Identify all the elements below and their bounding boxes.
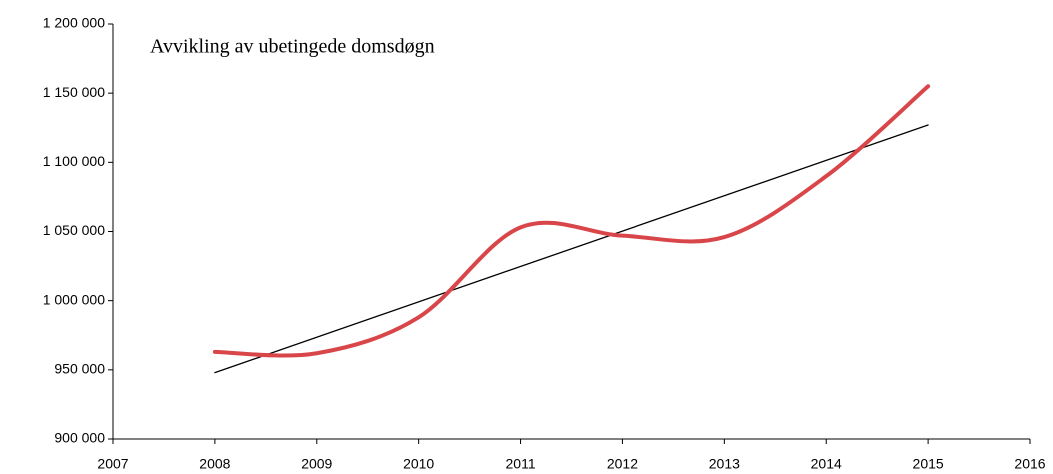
- y-tick-label: 1 050 000: [43, 222, 105, 238]
- x-tick-label: 2007: [97, 456, 128, 472]
- x-tick-label: 2008: [199, 456, 230, 472]
- x-tick-label: 2014: [811, 456, 842, 472]
- y-tick-label: 950 000: [54, 361, 105, 377]
- x-tick-label: 2016: [1014, 456, 1045, 472]
- trendline: [214, 124, 929, 374]
- chart-title: Avvikling av ubetingede domsdøgn: [150, 36, 435, 58]
- x-tick-label: 2012: [607, 456, 638, 472]
- x-tick-label: 2011: [506, 456, 536, 472]
- y-tick-label: 1 150 000: [43, 84, 105, 100]
- y-tick-label: 900 000: [54, 430, 105, 446]
- y-tick-label: 1 100 000: [43, 153, 105, 169]
- y-tick-label: 1 200 000: [43, 15, 105, 31]
- x-tick-label: 2013: [709, 456, 740, 472]
- x-tick-label: 2009: [301, 456, 332, 472]
- y-tick-label: 1 000 000: [43, 291, 105, 307]
- x-tick-label: 2010: [403, 456, 434, 472]
- series-line: [212, 84, 931, 358]
- x-tick-label: 2015: [913, 456, 944, 472]
